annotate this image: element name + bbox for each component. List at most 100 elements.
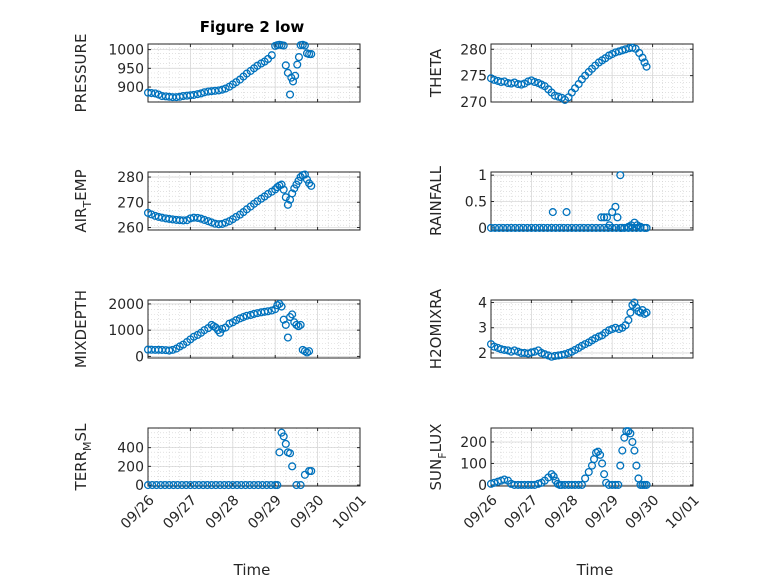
y-tick-label: 270 bbox=[460, 95, 487, 111]
data-point bbox=[279, 432, 288, 441]
data-point bbox=[148, 481, 157, 490]
data-point bbox=[597, 213, 606, 222]
data-point bbox=[495, 223, 504, 232]
y-tick-label: 1 bbox=[478, 168, 487, 184]
x-axis-label-right: Time bbox=[576, 561, 614, 579]
data-point bbox=[307, 181, 316, 190]
data-point bbox=[600, 213, 609, 222]
data-point bbox=[305, 347, 314, 356]
data-point bbox=[600, 470, 609, 479]
series-markers bbox=[143, 299, 314, 357]
data-point bbox=[612, 223, 621, 232]
axes-frame bbox=[147, 43, 361, 103]
axes-frame bbox=[490, 299, 694, 359]
y-tick-label: 4 bbox=[478, 296, 487, 312]
data-point bbox=[642, 480, 651, 489]
data-point bbox=[281, 193, 290, 202]
data-point bbox=[273, 481, 282, 490]
y-axis-label: RAINFALL bbox=[427, 165, 445, 236]
data-point bbox=[613, 213, 622, 222]
data-point bbox=[300, 170, 309, 179]
data-point bbox=[249, 309, 259, 318]
data-point bbox=[281, 61, 290, 70]
y-tick-label: 200 bbox=[117, 459, 144, 475]
data-point bbox=[283, 200, 292, 209]
y-tick-label: 1000 bbox=[108, 43, 144, 59]
y-axis-label: MIXDEPTH bbox=[72, 290, 90, 368]
data-point bbox=[288, 462, 297, 471]
series-markers bbox=[486, 171, 651, 232]
data-point bbox=[560, 350, 569, 359]
data-point bbox=[530, 77, 539, 87]
data-point bbox=[245, 481, 254, 490]
data-point bbox=[624, 427, 633, 436]
axes-frame bbox=[147, 299, 361, 359]
data-point bbox=[559, 223, 568, 232]
data-point bbox=[547, 223, 556, 232]
data-point bbox=[258, 481, 267, 490]
data-point bbox=[281, 320, 290, 329]
data-point bbox=[624, 316, 633, 325]
data-point bbox=[539, 223, 548, 232]
data-point bbox=[616, 461, 625, 470]
data-point bbox=[218, 85, 227, 94]
data-point bbox=[242, 311, 251, 320]
data-point bbox=[249, 481, 259, 490]
series-markers bbox=[486, 427, 651, 489]
y-tick-label: 400 bbox=[117, 441, 144, 457]
y-axis-label: SUNFLUX bbox=[427, 424, 449, 491]
data-point bbox=[199, 481, 208, 490]
data-point bbox=[232, 316, 241, 325]
data-point bbox=[200, 215, 209, 224]
panel-air_temp: 260 270 280 AIRTEMP bbox=[72, 169, 361, 236]
data-point bbox=[571, 223, 580, 232]
data-point bbox=[294, 53, 303, 62]
data-point bbox=[165, 481, 174, 490]
data-point bbox=[203, 481, 212, 490]
data-point bbox=[581, 474, 590, 483]
data-point bbox=[292, 481, 301, 490]
data-point bbox=[160, 481, 170, 490]
data-point bbox=[169, 481, 178, 490]
data-point bbox=[551, 223, 560, 232]
y-tick-label: 2000 bbox=[108, 297, 144, 313]
data-point bbox=[277, 302, 286, 311]
data-point bbox=[293, 60, 302, 69]
y-axis-label: AIRTEMP bbox=[72, 169, 94, 232]
data-point bbox=[194, 481, 203, 490]
data-point bbox=[277, 180, 286, 189]
data-point bbox=[503, 223, 512, 232]
data-point bbox=[626, 308, 635, 317]
data-point bbox=[632, 461, 641, 470]
panel-mixdepth: 0 1000 2000 MIXDEPTH bbox=[72, 290, 361, 368]
y-tick-label: 0 bbox=[478, 221, 487, 237]
data-point bbox=[575, 223, 584, 232]
data-point bbox=[275, 448, 284, 457]
data-point bbox=[626, 429, 635, 438]
data-point bbox=[168, 345, 177, 354]
data-point bbox=[549, 472, 558, 481]
data-point bbox=[147, 210, 156, 219]
data-point bbox=[151, 89, 160, 98]
data-point bbox=[567, 223, 576, 232]
data-point bbox=[154, 212, 163, 221]
data-point bbox=[152, 481, 161, 490]
data-point bbox=[642, 308, 651, 317]
data-point bbox=[584, 467, 593, 477]
data-point bbox=[630, 446, 639, 455]
y-tick-label: 275 bbox=[460, 69, 487, 85]
series-markers bbox=[486, 298, 651, 361]
axes-frame bbox=[490, 427, 694, 487]
data-point bbox=[540, 350, 549, 359]
y-tick-label: 2 bbox=[478, 346, 487, 362]
series-markers bbox=[143, 428, 316, 490]
data-point bbox=[165, 346, 174, 355]
data-point bbox=[611, 48, 620, 57]
y-tick-label: 0.5 bbox=[465, 195, 487, 211]
data-point bbox=[611, 480, 620, 489]
data-point bbox=[596, 223, 605, 232]
data-point bbox=[179, 216, 188, 225]
data-point bbox=[630, 298, 639, 307]
data-point bbox=[500, 475, 509, 484]
